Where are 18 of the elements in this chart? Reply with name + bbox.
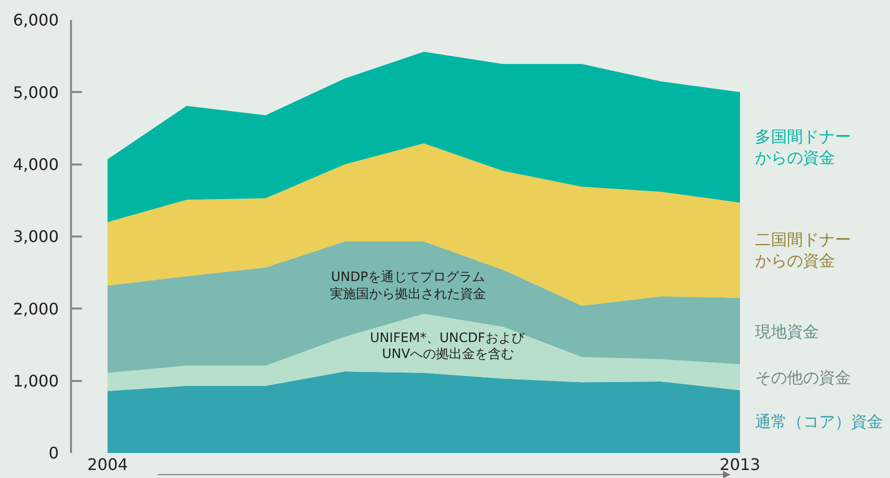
y-tick-label: 5,000 — [12, 82, 59, 102]
series-label: 現地資金 — [755, 322, 819, 341]
y-tick-label: 0 — [48, 444, 59, 463]
x-tick-label: 2013 — [720, 455, 760, 474]
y-tick-label: 1,000 — [12, 371, 59, 390]
annotation: 実施国から拠出された資金 — [330, 286, 486, 302]
annotation: UNVへの拠出金を含む — [382, 347, 514, 362]
annotation: UNDPを通じてプログラム — [331, 270, 486, 285]
series-label: その他の資金 — [755, 368, 851, 387]
y-tick-label: 2,000 — [12, 299, 59, 318]
annotation: UNIFEM*、UNCDFおよび — [370, 331, 526, 346]
y-tick-label: 3,000 — [12, 227, 59, 246]
x-tick-label: 2004 — [87, 455, 128, 474]
series-label: 多国間ドナーからの資金 — [755, 127, 851, 167]
y-tick-label: 4,000 — [12, 154, 59, 174]
y-tick-label: 6,000 — [12, 10, 59, 30]
series-label: 通常（コア）資金 — [755, 412, 883, 431]
series-label: 二国間ドナーからの資金 — [755, 230, 851, 270]
